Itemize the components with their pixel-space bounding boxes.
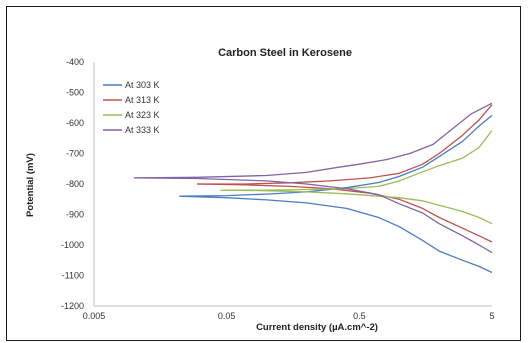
series-line-at-333-k-cathodic [133,177,493,254]
y-tick-label: -600 [66,118,84,128]
x-tick-label: 0.005 [83,311,106,321]
x-tick-label: 5 [489,311,494,321]
chart-frame: Carbon Steel in Kerosene -400 -500 -600 -70… [6,6,521,341]
series-line-at-323-k-cathodic [220,189,493,225]
x-axis-label: Current density (µA.cm^-2) [256,322,378,333]
y-axis-label: Potential (mV) [25,153,36,217]
y-tick-label: -900 [66,210,84,220]
legend-entry: At 313 K [125,95,160,105]
series-line-at-303-k-cathodic [179,195,493,274]
y-tick-label: -1000 [61,240,84,250]
y-tick-label: -1200 [61,301,84,311]
y-tick-label: -700 [66,149,84,159]
series-line-at-323-k-anodic [220,130,493,191]
polarization-curves [133,102,493,274]
y-tick-label: -1100 [62,271,84,281]
x-tick-labels: 0.005 0.05 0.5 5 [83,311,495,321]
polarization-chart: Carbon Steel in Kerosene -400 -500 -600 -70… [25,47,495,333]
y-tick-labels: -400 -500 -600 -700 -800 -900 -1000 -1100 -1200 [61,57,84,311]
y-tick-label: -800 [66,179,84,189]
y-tick-label: -400 [66,57,84,67]
legend: At 303 K At 313 K At 323 K At 333 K [103,80,160,135]
legend-entry: At 303 K [125,80,160,90]
chart-title: Carbon Steel in Kerosene [218,47,352,59]
series-line-at-303-k-anodic [179,114,493,197]
series-line-at-313-k-cathodic [197,183,493,243]
y-tick-label: -500 [66,88,84,98]
series-line-at-313-k-anodic [197,104,493,185]
legend-entry: At 323 K [125,110,160,120]
legend-entry: At 333 K [125,125,160,135]
series-line-at-333-k-anodic [133,102,493,179]
x-tick-label: 0.5 [353,311,366,321]
x-tick-label: 0.05 [218,311,236,321]
